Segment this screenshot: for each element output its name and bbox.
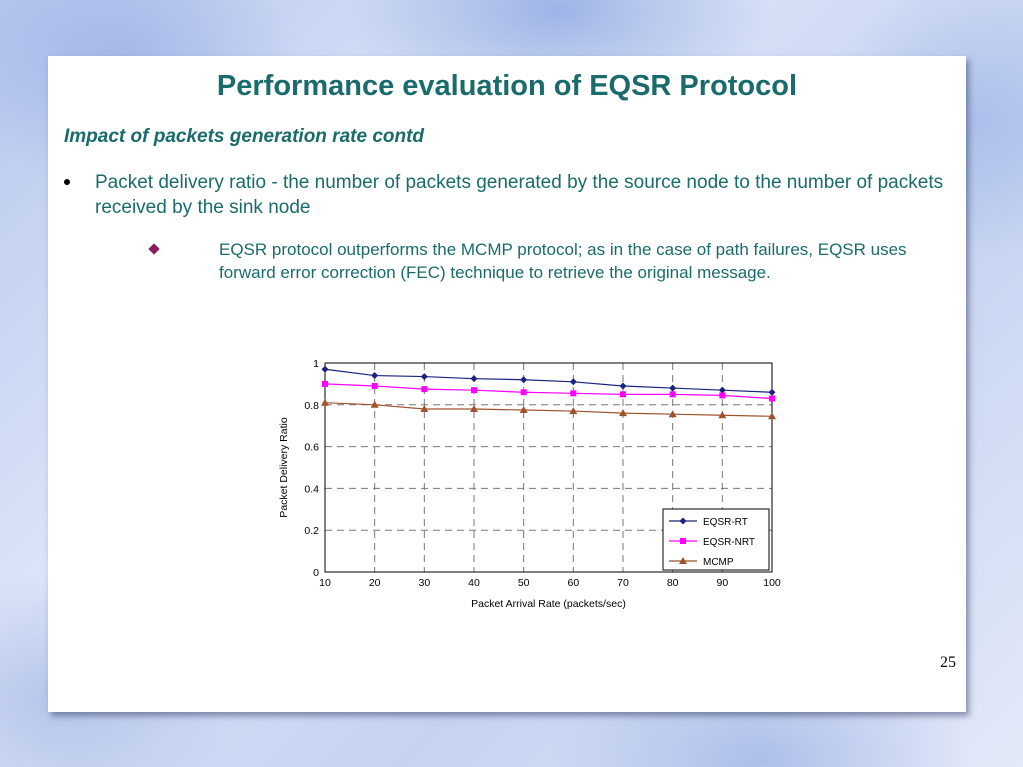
diamond-bullet-icon (148, 243, 160, 255)
data-point (768, 388, 776, 396)
slide-title: Performance evaluation of EQSR Protocol (216, 70, 798, 102)
data-point (569, 407, 578, 415)
data-point (470, 404, 478, 412)
data-point (620, 391, 626, 398)
legend-label: EQSR-NRT (703, 537, 755, 548)
series-line (324, 402, 773, 417)
data-point (569, 378, 577, 386)
series-eqsr-rt (321, 365, 776, 396)
data-point (718, 411, 727, 419)
legend-item: EQSR-RT (669, 517, 748, 528)
x-tick-label: 50 (518, 577, 530, 589)
data-point (470, 375, 478, 383)
data-point (679, 557, 687, 564)
y-axis-label: Packet Delivery Ratio (278, 417, 290, 518)
data-point (420, 373, 428, 381)
chart-legend: EQSR-RT EQSR-NRT MCMP (662, 508, 770, 571)
data-point (519, 406, 528, 414)
sub-bullet-item: EQSR protocol outperforms the MCMP proto… (148, 238, 948, 284)
data-point (520, 376, 528, 384)
chart-ticks: 0 0.2 0.4 0.6 0.8 1 10 20 30 40 50 60 70 80 90 100 (304, 358, 781, 589)
slide-subtitle: Impact of packets generation rate contd (64, 126, 425, 147)
series-line (324, 368, 773, 393)
x-axis-label: Packet Arrival Rate (packets/sec) (471, 598, 626, 610)
data-point (421, 386, 428, 393)
data-point (669, 384, 677, 392)
legend-label: EQSR-RT (703, 517, 748, 528)
data-point (619, 382, 627, 390)
bullet-dot-icon (64, 179, 70, 185)
sub-bullet-text: EQSR protocol outperforms the MCMP proto… (219, 240, 907, 282)
plot-frame (324, 362, 773, 573)
data-point (668, 410, 677, 418)
y-tick-label: 0.2 (304, 525, 319, 537)
series-line (324, 383, 773, 400)
data-point (371, 372, 379, 380)
data-point (371, 382, 378, 389)
y-tick-label: 0.6 (304, 442, 319, 454)
data-point (570, 390, 577, 397)
x-tick-label: 60 (567, 577, 579, 589)
x-tick-label: 90 (716, 577, 728, 589)
y-tick-label: 0.4 (304, 483, 319, 495)
x-tick-label: 70 (617, 577, 629, 589)
chart-series (321, 365, 776, 420)
legend-item: MCMP (669, 557, 734, 568)
y-tick-label: 0 (313, 567, 319, 579)
data-point (321, 365, 329, 373)
data-point (718, 386, 726, 394)
data-point (669, 391, 676, 398)
bullet-item: Packet delivery ratio - the number of pa… (64, 170, 944, 220)
y-tick-label: 1 (313, 358, 319, 370)
x-tick-label: 100 (763, 577, 781, 589)
x-tick-label: 40 (468, 577, 480, 589)
data-point (370, 400, 379, 408)
data-point (769, 395, 775, 402)
data-point (321, 398, 329, 406)
data-point (719, 392, 726, 399)
series-eqsr-nrt (322, 380, 775, 402)
data-point (619, 409, 627, 417)
data-point (322, 380, 328, 387)
data-point (471, 387, 477, 394)
chart-container: 0 0.2 0.4 0.6 0.8 1 10 20 30 40 50 60 70 80 90 100 Pack… (267, 350, 789, 614)
y-tick-label: 0.8 (304, 400, 319, 412)
x-tick-label: 10 (319, 577, 331, 589)
slide: Performance evaluation of EQSR Protocol … (48, 56, 966, 712)
series-mcmp (321, 398, 776, 420)
data-point (420, 404, 429, 412)
x-tick-label: 30 (418, 577, 430, 589)
data-point (768, 412, 776, 420)
data-point (679, 517, 687, 525)
legend-item: EQSR-NRT (669, 537, 755, 548)
data-point (520, 389, 527, 396)
packet-delivery-chart: 0 0.2 0.4 0.6 0.8 1 10 20 30 40 50 60 70 80 90 100 Pack… (278, 358, 781, 610)
bullet-text: Packet delivery ratio - the number of pa… (95, 172, 944, 218)
x-tick-label: 20 (369, 577, 381, 589)
page-number: 25 (940, 654, 956, 671)
legend-label: MCMP (703, 557, 734, 568)
data-point (680, 538, 686, 544)
x-tick-label: 80 (667, 577, 679, 589)
